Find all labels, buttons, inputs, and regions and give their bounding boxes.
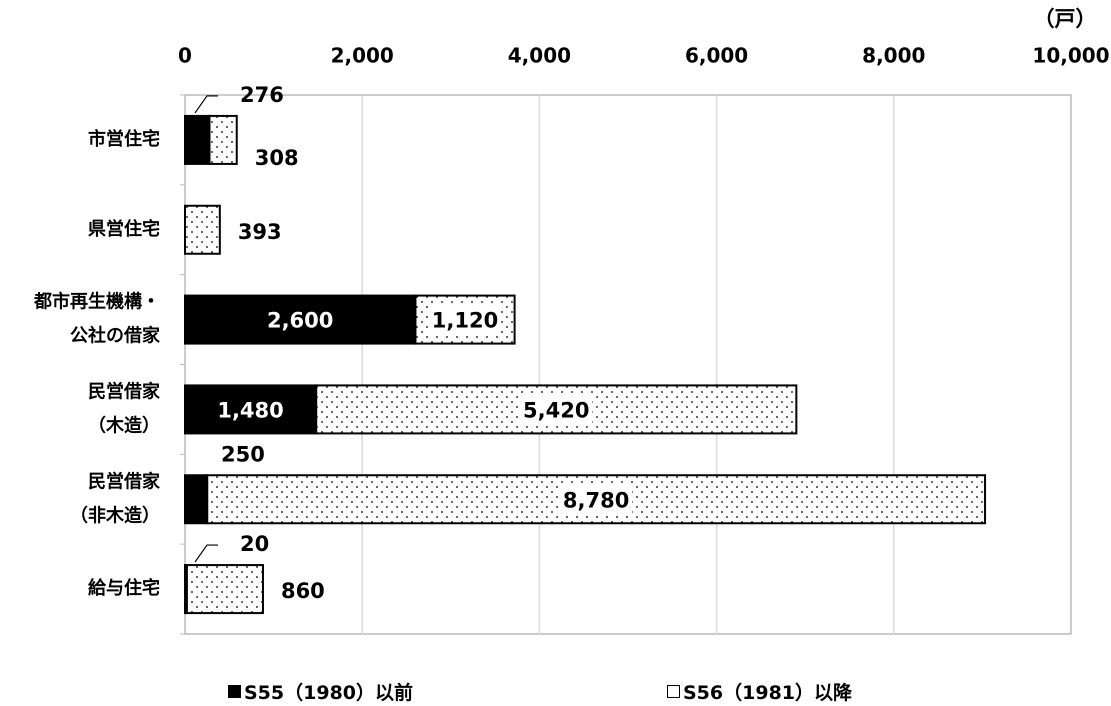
data-label-s56: 1,120 [432, 309, 498, 333]
category-label: 県営住宅 [88, 218, 160, 240]
legend-swatch-solid [228, 685, 241, 698]
plot-frame [184, 94, 1072, 635]
data-label-s56: 5,420 [523, 398, 589, 422]
category-label: （木造） [88, 414, 160, 436]
data-label-s56: 8,780 [563, 488, 629, 512]
unit-label: （戸） [1034, 7, 1097, 31]
legend-label-s56: S56（1981）以降 [683, 682, 853, 704]
bar-segment-s55 [184, 114, 211, 165]
bar-segment-s56 [208, 114, 238, 165]
category-label: 民営借家 [88, 380, 161, 402]
data-label-s56: 393 [238, 220, 282, 244]
plot-area: 0 2,000 4,000 6,000 8,000 10,000 （戸） 市営住宅 276 308… [33, 7, 1110, 635]
data-label-bg [428, 305, 501, 334]
category-label: （非木造） [70, 504, 160, 526]
bar-segment-s55 [184, 474, 209, 525]
category-label: 市営住宅 [88, 128, 160, 150]
data-label-bg [560, 485, 633, 514]
data-label-s56: 860 [281, 579, 325, 603]
data-label-s55: 2,600 [267, 309, 333, 333]
leader-line [194, 95, 218, 114]
data-label-s55: 250 [221, 442, 265, 466]
x-tick-label: 2,000 [331, 44, 394, 68]
legend-item-s55: S55（1980）以前 [228, 678, 413, 705]
legend-item-s56: S56（1981）以降 [667, 678, 852, 705]
bar-segment-s56 [185, 564, 264, 615]
category-label: 民営借家 [88, 470, 161, 492]
bar-segment-s55 [184, 564, 188, 615]
data-label-s55: 276 [240, 83, 284, 107]
x-tick-label: 4,000 [508, 44, 571, 68]
legend-label-s55: S55（1980）以前 [244, 682, 414, 704]
x-tick-label: 8,000 [862, 44, 925, 68]
category-label: 給与住宅 [88, 577, 160, 599]
category-label: 公社の借家 [70, 325, 161, 347]
data-label-s55: 20 [240, 532, 269, 556]
bar-segment-s55 [184, 384, 318, 435]
data-label-s56: 308 [255, 146, 299, 170]
legend-swatch-dotted [667, 685, 680, 698]
x-tick-label: 6,000 [685, 44, 748, 68]
category-label: 都市再生機構・ [33, 291, 160, 313]
bar-segment-s56 [184, 204, 221, 255]
bar-segment-s55 [184, 294, 417, 345]
leader-line [194, 544, 218, 563]
data-label-bg [520, 395, 593, 424]
data-label-s55: 1,480 [217, 398, 283, 422]
x-tick-label: 0 [178, 44, 192, 68]
x-tick-label: 10,000 [1032, 44, 1109, 68]
